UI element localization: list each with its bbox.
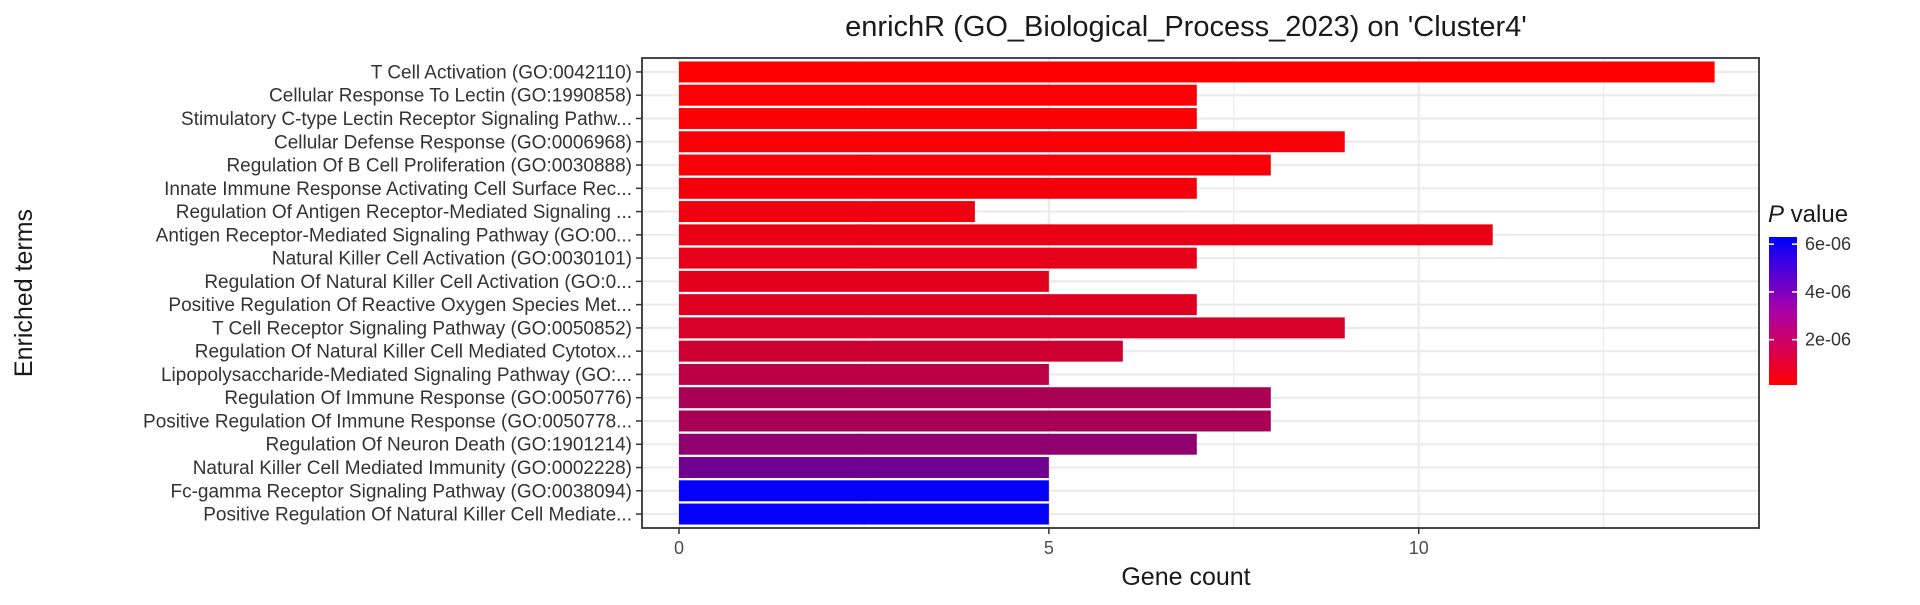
bar-7 bbox=[678, 201, 975, 223]
legend-tick-label: 6e-06 bbox=[1805, 234, 1851, 254]
legend-title-italic: P bbox=[1768, 201, 1784, 228]
legend-tick-label: 4e-06 bbox=[1805, 282, 1851, 302]
bar-17 bbox=[678, 433, 1197, 455]
x-tick-label: 5 bbox=[1044, 538, 1054, 558]
x-axis-title: Gene count bbox=[1121, 563, 1250, 591]
bar-8 bbox=[678, 224, 1493, 246]
y-axis-title: Enriched terms bbox=[10, 209, 38, 377]
bar-3 bbox=[678, 108, 1197, 129]
category-label-13: Regulation Of Natural Killer Cell Mediat… bbox=[195, 342, 632, 363]
bar-9 bbox=[678, 247, 1197, 269]
bars-group bbox=[678, 61, 1715, 525]
category-label-10: Regulation Of Natural Killer Cell Activa… bbox=[204, 272, 632, 293]
category-label-3: Stimulatory C-type Lectin Receptor Signa… bbox=[181, 109, 632, 130]
chart-title: enrichR (GO_Biological_Process_2023) on … bbox=[845, 11, 1527, 43]
bar-14 bbox=[678, 363, 1049, 385]
bar-16 bbox=[678, 410, 1271, 432]
bar-13 bbox=[678, 340, 1123, 362]
legend-tick-label: 2e-06 bbox=[1805, 330, 1851, 350]
category-label-1: T Cell Activation (GO:0042110) bbox=[371, 62, 632, 83]
category-label-2: Cellular Response To Lectin (GO:1990858) bbox=[269, 86, 632, 107]
category-label-19: Fc-gamma Receptor Signaling Pathway (GO:… bbox=[170, 481, 632, 502]
bar-15 bbox=[678, 387, 1271, 409]
category-label-11: Positive Regulation Of Reactive Oxygen S… bbox=[168, 295, 632, 316]
bar-12 bbox=[678, 317, 1345, 339]
legend-title: P value bbox=[1768, 201, 1848, 228]
bar-4 bbox=[678, 131, 1345, 153]
bar-18 bbox=[678, 457, 1049, 478]
bar-1 bbox=[678, 61, 1715, 83]
bar-5 bbox=[678, 154, 1271, 176]
category-label-4: Cellular Defense Response (GO:0006968) bbox=[274, 132, 632, 153]
category-label-16: Positive Regulation Of Immune Response (… bbox=[143, 411, 632, 432]
category-label-8: Antigen Receptor-Mediated Signaling Path… bbox=[156, 225, 632, 246]
category-label-17: Regulation Of Neuron Death (GO:1901214) bbox=[266, 435, 633, 456]
category-label-20: Positive Regulation Of Natural Killer Ce… bbox=[203, 505, 632, 526]
category-label-12: T Cell Receptor Signaling Pathway (GO:00… bbox=[212, 318, 632, 339]
bar-20 bbox=[678, 503, 1049, 525]
plot-panel-border bbox=[641, 57, 1760, 529]
category-label-7: Regulation Of Antigen Receptor-Mediated … bbox=[176, 202, 632, 223]
legend-colorbar bbox=[1769, 237, 1797, 385]
bar-2 bbox=[678, 84, 1197, 106]
category-label-5: Regulation Of B Cell Proliferation (GO:0… bbox=[226, 156, 632, 177]
bar-10 bbox=[678, 270, 1049, 292]
category-label-14: Lipopolysaccharide-Mediated Signaling Pa… bbox=[161, 365, 632, 386]
category-label-15: Regulation Of Immune Response (GO:005077… bbox=[224, 388, 632, 409]
bar-19 bbox=[678, 480, 1049, 502]
legend-title-rest: value bbox=[1784, 201, 1848, 228]
bar-11 bbox=[678, 294, 1197, 316]
x-tick-label: 0 bbox=[674, 538, 684, 558]
x-tick-label: 10 bbox=[1409, 538, 1429, 558]
bar-6 bbox=[678, 177, 1197, 199]
legend-ticks: 6e-06 4e-06 2e-06 bbox=[1769, 234, 1851, 350]
category-label-18: Natural Killer Cell Mediated Immunity (G… bbox=[193, 458, 632, 479]
category-label-9: Natural Killer Cell Activation (GO:00301… bbox=[272, 249, 632, 270]
category-labels: T Cell Activation (GO:0042110) Cellular R… bbox=[143, 62, 642, 526]
p-value-legend: P value 6e-06 4e-06 2e-06 bbox=[1768, 201, 1851, 385]
category-label-6: Innate Immune Response Activating Cell S… bbox=[164, 179, 632, 200]
x-axis-ticks: 0 5 10 bbox=[674, 528, 1429, 558]
